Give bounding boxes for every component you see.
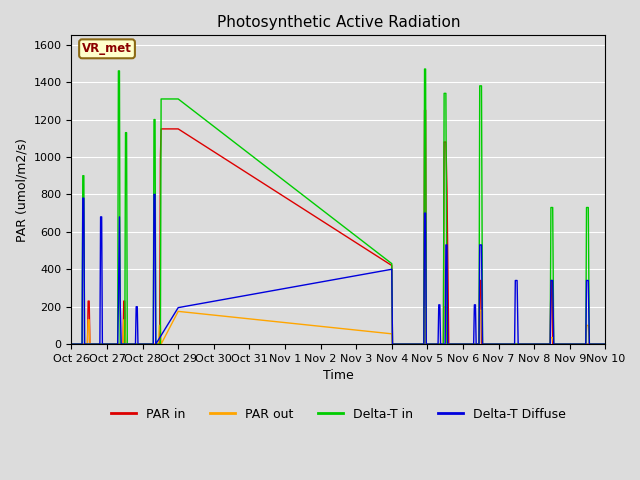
Text: VR_met: VR_met bbox=[82, 42, 132, 55]
X-axis label: Time: Time bbox=[323, 370, 354, 383]
Y-axis label: PAR (umol/m2/s): PAR (umol/m2/s) bbox=[15, 138, 28, 241]
Title: Photosynthetic Active Radiation: Photosynthetic Active Radiation bbox=[216, 15, 460, 30]
Legend: PAR in, PAR out, Delta-T in, Delta-T Diffuse: PAR in, PAR out, Delta-T in, Delta-T Dif… bbox=[106, 403, 572, 426]
